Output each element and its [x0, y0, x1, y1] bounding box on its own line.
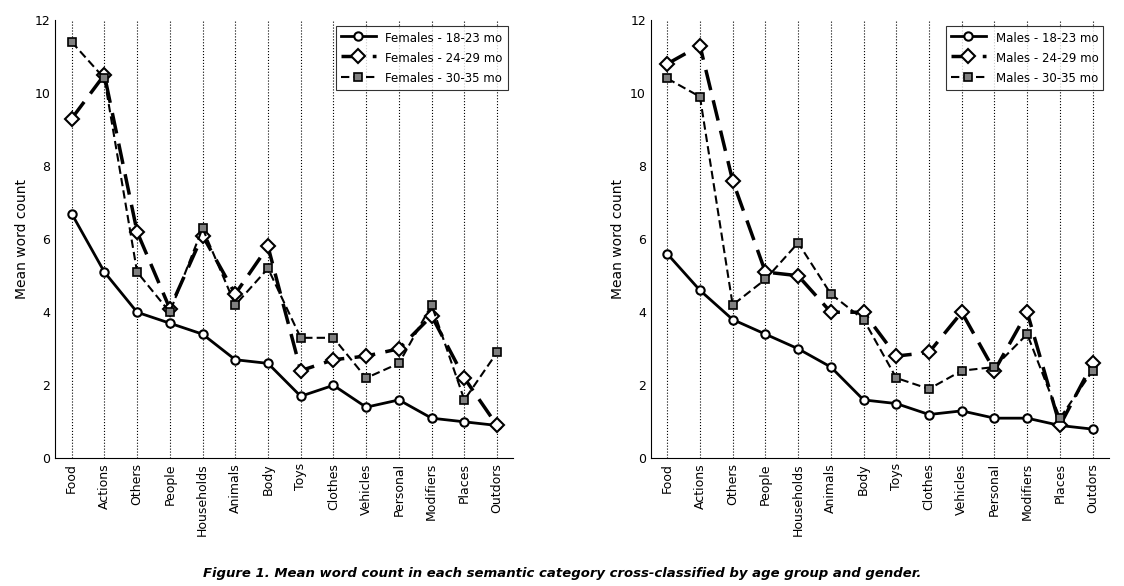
- Males - 24-29 mo: [791, 272, 805, 279]
- Males - 18-23 mo: [856, 396, 870, 403]
- Females - 24-29 mo: [196, 232, 209, 239]
- Females - 18-23 mo: [65, 210, 79, 217]
- Males - 18-23 mo: [1086, 425, 1099, 432]
- Females - 30-35 mo: [130, 268, 144, 275]
- Females - 30-35 mo: [261, 265, 274, 272]
- Females - 24-29 mo: [130, 229, 144, 236]
- Males - 30-35 mo: [923, 386, 936, 393]
- Females - 30-35 mo: [425, 301, 438, 308]
- Females - 30-35 mo: [98, 75, 111, 82]
- Females - 24-29 mo: [490, 422, 504, 429]
- Line: Males - 30-35 mo: Males - 30-35 mo: [663, 74, 1097, 423]
- Males - 24-29 mo: [955, 309, 969, 316]
- Females - 30-35 mo: [196, 224, 209, 231]
- Females - 18-23 mo: [425, 415, 438, 422]
- Females - 24-29 mo: [425, 312, 438, 319]
- Males - 18-23 mo: [759, 331, 772, 338]
- Males - 24-29 mo: [759, 268, 772, 275]
- Females - 18-23 mo: [360, 404, 373, 411]
- Males - 18-23 mo: [694, 287, 707, 294]
- Line: Females - 18-23 mo: Females - 18-23 mo: [67, 209, 501, 430]
- Females - 30-35 mo: [392, 360, 406, 367]
- Males - 18-23 mo: [824, 363, 837, 370]
- Females - 24-29 mo: [392, 345, 406, 352]
- Females - 24-29 mo: [228, 291, 242, 298]
- Line: Males - 24-29 mo: Males - 24-29 mo: [662, 40, 1097, 430]
- Males - 24-29 mo: [1021, 309, 1034, 316]
- Males - 18-23 mo: [1021, 415, 1034, 422]
- Males - 30-35 mo: [988, 363, 1001, 370]
- Females - 24-29 mo: [327, 356, 341, 363]
- Males - 24-29 mo: [889, 353, 903, 360]
- Males - 30-35 mo: [661, 75, 674, 82]
- Females - 18-23 mo: [196, 331, 209, 338]
- Males - 30-35 mo: [1021, 331, 1034, 338]
- Females - 24-29 mo: [98, 71, 111, 79]
- Males - 30-35 mo: [1053, 415, 1067, 422]
- Line: Females - 24-29 mo: Females - 24-29 mo: [66, 70, 502, 430]
- Males - 30-35 mo: [791, 239, 805, 246]
- Legend: Females - 18-23 mo, Females - 24-29 mo, Females - 30-35 mo: Females - 18-23 mo, Females - 24-29 mo, …: [336, 26, 508, 90]
- Males - 24-29 mo: [988, 367, 1001, 374]
- Females - 18-23 mo: [261, 360, 274, 367]
- Females - 24-29 mo: [294, 367, 308, 374]
- Females - 18-23 mo: [457, 418, 471, 425]
- Females - 18-23 mo: [130, 309, 144, 316]
- Females - 24-29 mo: [65, 115, 79, 122]
- Females - 30-35 mo: [294, 334, 308, 341]
- Females - 30-35 mo: [490, 349, 504, 356]
- Males - 30-35 mo: [1086, 367, 1099, 374]
- Males - 30-35 mo: [824, 291, 837, 298]
- Females - 24-29 mo: [261, 243, 274, 250]
- Females - 30-35 mo: [228, 301, 242, 308]
- Males - 18-23 mo: [1053, 422, 1067, 429]
- Males - 30-35 mo: [726, 301, 740, 308]
- Y-axis label: Mean word count: Mean word count: [15, 179, 29, 299]
- Males - 18-23 mo: [923, 411, 936, 418]
- Males - 24-29 mo: [923, 349, 936, 356]
- Males - 18-23 mo: [955, 407, 969, 414]
- Males - 24-29 mo: [824, 309, 837, 316]
- Males - 30-35 mo: [856, 316, 870, 323]
- Males - 24-29 mo: [1053, 422, 1067, 429]
- Females - 30-35 mo: [65, 39, 79, 46]
- Females - 18-23 mo: [163, 320, 176, 327]
- Females - 18-23 mo: [327, 381, 341, 389]
- Females - 24-29 mo: [457, 374, 471, 381]
- Females - 24-29 mo: [360, 353, 373, 360]
- Males - 24-29 mo: [694, 42, 707, 49]
- Males - 30-35 mo: [759, 276, 772, 283]
- Males - 24-29 mo: [856, 309, 870, 316]
- Females - 30-35 mo: [163, 309, 176, 316]
- Text: Figure 1. Mean word count in each semantic category cross-classified by age grou: Figure 1. Mean word count in each semant…: [202, 567, 922, 580]
- Males - 24-29 mo: [661, 60, 674, 67]
- Males - 18-23 mo: [889, 400, 903, 407]
- Males - 30-35 mo: [955, 367, 969, 374]
- Males - 24-29 mo: [726, 177, 740, 184]
- Females - 18-23 mo: [490, 422, 504, 429]
- Y-axis label: Mean word count: Mean word count: [610, 179, 625, 299]
- Females - 18-23 mo: [98, 268, 111, 275]
- Line: Males - 18-23 mo: Males - 18-23 mo: [663, 250, 1097, 433]
- Females - 18-23 mo: [228, 356, 242, 363]
- Females - 18-23 mo: [294, 393, 308, 400]
- Males - 18-23 mo: [988, 415, 1001, 422]
- Males - 18-23 mo: [661, 250, 674, 257]
- Males - 30-35 mo: [889, 374, 903, 381]
- Females - 30-35 mo: [457, 396, 471, 403]
- Males - 30-35 mo: [694, 93, 707, 100]
- Females - 30-35 mo: [360, 374, 373, 381]
- Males - 18-23 mo: [791, 345, 805, 352]
- Females - 24-29 mo: [163, 305, 176, 312]
- Females - 30-35 mo: [327, 334, 341, 341]
- Males - 24-29 mo: [1086, 360, 1099, 367]
- Males - 18-23 mo: [726, 316, 740, 323]
- Legend: Males - 18-23 mo, Males - 24-29 mo, Males - 30-35 mo: Males - 18-23 mo, Males - 24-29 mo, Male…: [946, 26, 1103, 90]
- Females - 18-23 mo: [392, 396, 406, 403]
- Line: Females - 30-35 mo: Females - 30-35 mo: [67, 38, 501, 404]
